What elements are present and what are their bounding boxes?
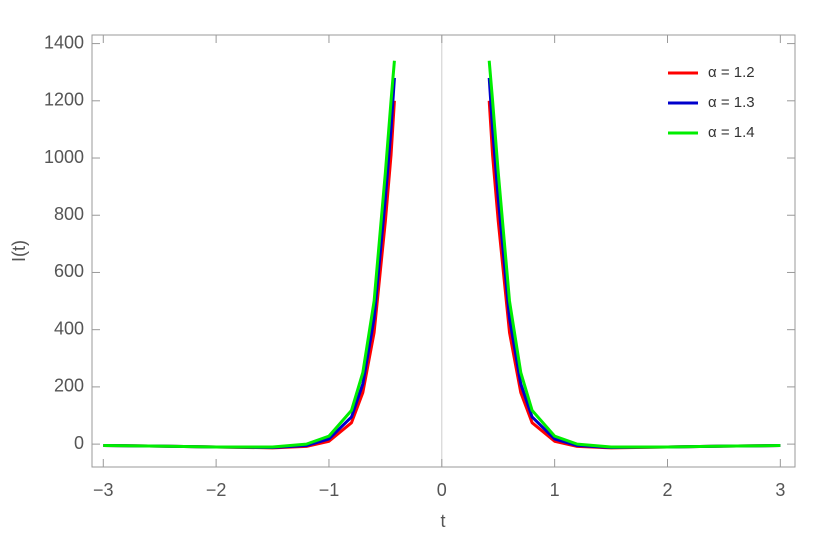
x-tick-label: 2: [662, 480, 672, 500]
y-tick-label: 1200: [44, 90, 84, 110]
y-axis-label: I(t): [9, 240, 29, 262]
x-axis-label: t: [440, 511, 445, 531]
x-tick-label: −2: [206, 480, 227, 500]
y-tick-label: 800: [54, 204, 84, 224]
series-line: [103, 60, 781, 449]
x-tick-label: 3: [775, 480, 785, 500]
y-tick-label: 1000: [44, 147, 84, 167]
x-tick-label: −1: [319, 480, 340, 500]
x-tick-label: −3: [93, 480, 114, 500]
y-tick-label: 0: [74, 433, 84, 453]
y-tick-label: 1400: [44, 32, 84, 52]
legend-label: α = 1.3: [708, 94, 755, 111]
x-tick-label: 0: [437, 480, 447, 500]
y-tick-label: 600: [54, 261, 84, 281]
y-tick-label: 400: [54, 318, 84, 338]
y-tick-label: 200: [54, 376, 84, 396]
legend-label: α = 1.2: [708, 64, 755, 81]
plot-frame: [91, 34, 796, 468]
legend-label: α = 1.4: [708, 124, 755, 141]
x-tick-label: 1: [550, 480, 560, 500]
